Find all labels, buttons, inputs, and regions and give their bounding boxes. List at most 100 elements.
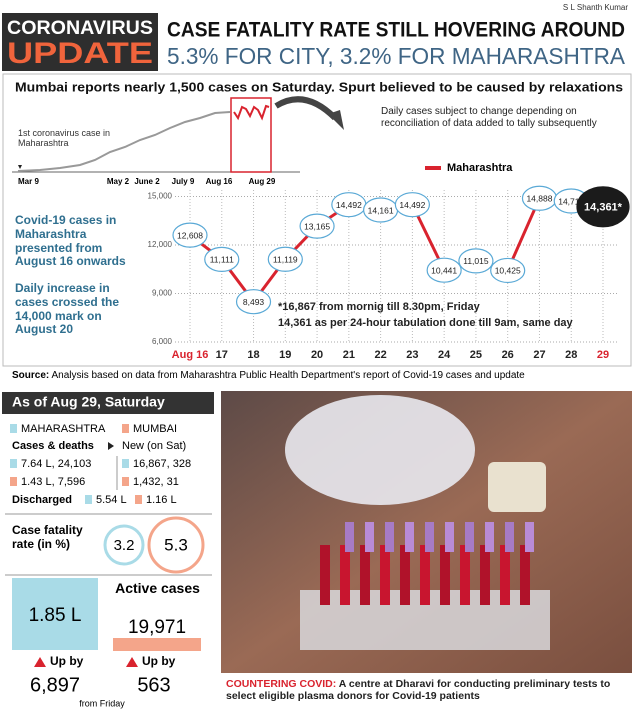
from-label: from Friday — [79, 698, 125, 708]
up-value: 6,897 — [30, 674, 80, 696]
legend-label: Maharashtra — [447, 162, 513, 174]
x-tick-label: 20 — [311, 349, 323, 361]
kicker: CORONAVIRUS — [7, 18, 153, 39]
x-tick-label: 25 — [470, 349, 482, 361]
x-tick-label: 28 — [565, 349, 577, 361]
data-label: 14,718 — [558, 196, 584, 206]
data-label: 14,161 — [368, 205, 394, 215]
data-label: 8,493 — [243, 297, 265, 307]
point-bubble — [172, 222, 208, 248]
annotation: 14,361 as per 24-hour tabulation done ti… — [278, 317, 573, 329]
discharged-label: Discharged — [12, 494, 72, 506]
caption-text: A centre at Dharavi for conducting preli… — [226, 678, 611, 703]
stat-value: 1.16 L — [146, 494, 177, 506]
inset-date: May 2 — [107, 177, 130, 186]
data-label: 10,441 — [431, 265, 457, 275]
cfr-value: 5.3 — [164, 535, 188, 554]
x-tick-label: 17 — [216, 349, 228, 361]
legend-label: MUMBAI — [133, 423, 177, 435]
stat-value: 1.43 L, 7,596 — [21, 476, 85, 488]
swatch — [10, 459, 17, 468]
swatch — [122, 477, 129, 486]
point-bubble — [204, 246, 240, 272]
active-value: 19,971 — [128, 617, 186, 638]
y-tick-label: 15,000 — [148, 192, 173, 201]
active-value: 1.85 L — [29, 605, 82, 626]
side-note: Daily increase in cases crossed the 14,0… — [15, 281, 120, 337]
up-label: Up by — [50, 654, 84, 668]
inset-note: 1st coronavirus case in Maharashtra — [18, 128, 111, 149]
x-tick-label: Aug 16 — [172, 349, 209, 361]
pointer — [108, 442, 114, 450]
kicker2: UPDATE — [7, 37, 153, 70]
stats-header — [2, 392, 214, 414]
point-bubble — [490, 257, 526, 284]
inset-date: Mar 9 — [18, 177, 39, 186]
byline: S L Shanth Kumar — [563, 3, 628, 12]
photo-cup — [488, 462, 546, 512]
data-label: 14,361* — [584, 202, 623, 214]
inset-arrow — [274, 96, 338, 121]
active-label: Active cases — [115, 580, 200, 596]
y-tick-label: 9,000 — [152, 289, 173, 298]
point-bubble — [267, 246, 303, 272]
annotation: *16,867 from mornig till 8.30pm, Friday — [278, 301, 480, 313]
inset-marker — [18, 165, 22, 169]
inset-highlight-line — [233, 104, 270, 121]
cases-label: Cases & deaths — [12, 440, 94, 452]
source-text: Analysis based on data from Maharashtra … — [51, 370, 525, 381]
x-tick-label: 27 — [533, 349, 545, 361]
x-tick-label: 23 — [406, 349, 418, 361]
stat-value: 5.54 L — [96, 494, 127, 506]
inset-caption: Daily cases subject to change depending … — [381, 106, 597, 129]
photo-tubes — [320, 522, 534, 605]
active-bar — [113, 638, 201, 651]
x-tick-label: 19 — [279, 349, 291, 361]
cfr-circle — [147, 516, 205, 574]
inset-arrowhead — [328, 110, 344, 130]
x-tick-label: 18 — [247, 349, 259, 361]
new-label: New (on Sat) — [122, 440, 186, 452]
subtitle: 5.3% FOR CITY, 3.2% FOR MAHARASHTRA — [167, 43, 626, 69]
swatch — [85, 495, 92, 504]
legend-swatch — [10, 424, 17, 433]
point-bubble — [394, 192, 430, 218]
legend-swatch — [122, 424, 129, 433]
swatch — [122, 459, 129, 468]
cfr-circle — [103, 524, 145, 566]
up-value: 563 — [137, 674, 170, 696]
headline: Mumbai reports nearly 1,500 cases on Sat… — [15, 79, 623, 94]
point-bubble — [426, 257, 462, 283]
inset-date: June 2 — [134, 177, 160, 186]
data-label: 11,119 — [273, 254, 298, 264]
legend-label: MAHARASHTRA — [21, 423, 106, 435]
data-label: 12,608 — [177, 230, 203, 240]
data-label: 14,492 — [399, 200, 425, 210]
title: CASE FATALITY RATE STILL HOVERING AROUND — [167, 19, 625, 42]
point-bubble — [458, 248, 494, 274]
caption-label: COUNTERING COVID: — [226, 678, 337, 690]
inset-date: Aug 16 — [206, 177, 233, 186]
data-label: 14,492 — [336, 200, 362, 210]
point-bubble — [235, 289, 272, 315]
point-bubble — [299, 213, 335, 239]
photo-glove — [285, 395, 475, 505]
point-bubble — [576, 186, 630, 228]
x-tick-label: 29 — [597, 349, 609, 361]
inset-line — [17, 111, 231, 172]
active-box — [12, 578, 98, 650]
inset-date: Aug 29 — [249, 177, 276, 186]
x-tick-label: 22 — [374, 349, 386, 361]
x-tick-label: 21 — [343, 349, 355, 361]
data-label: 10,425 — [495, 266, 521, 276]
source-label: Source: — [12, 370, 50, 381]
y-tick-label: 12,000 — [148, 240, 173, 249]
stat-value: 16,867, 328 — [133, 458, 191, 470]
data-label: 14,888 — [526, 194, 552, 204]
photo-caption: COUNTERING COVID: A centre at Dharavi fo… — [226, 678, 626, 702]
inset-date: July 9 — [172, 177, 195, 186]
stat-value: 1,432, 31 — [133, 476, 179, 488]
x-tick-label: 24 — [438, 349, 451, 361]
